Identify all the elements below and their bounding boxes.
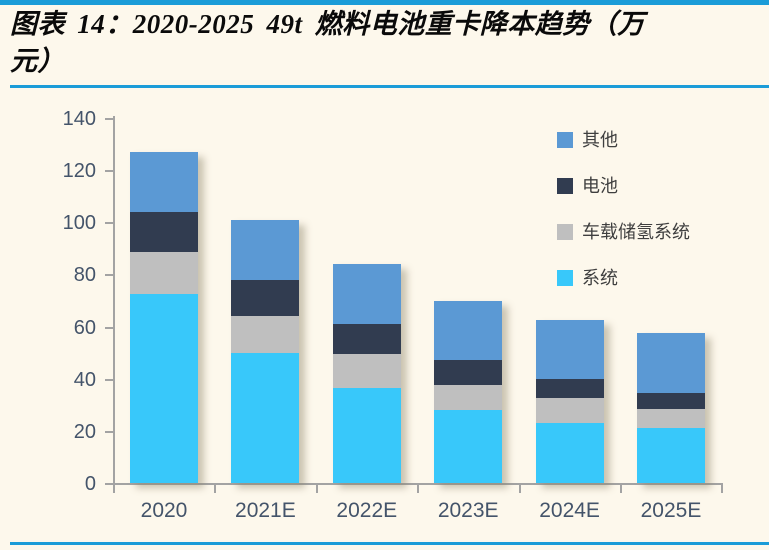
title-divider-line [10,85,769,88]
bar-segment [637,393,705,409]
legend-label: 电池 [582,176,618,196]
bar-segment [231,316,300,353]
bar-segment [535,398,604,424]
bar-segment [332,387,401,483]
y-tick-label: 80 [73,264,96,287]
y-tick-label: 60 [73,316,96,339]
x-tick-mark [721,485,724,493]
bar-segment [130,211,198,253]
legend-label: 系统 [582,268,618,288]
bar-segment [535,423,604,483]
x-axis-label: 2021E [235,499,296,522]
x-tick-mark [214,485,217,493]
y-tick-mark [105,222,113,225]
y-tick-label: 100 [62,212,96,235]
x-axis-label: 2022E [336,499,398,522]
y-tick-mark [105,170,113,173]
x-axis-label: 2024E [539,499,600,522]
chart-legend: 其他电池车载储氢系统 系统 [557,129,690,313]
legend-item: 电池 [557,175,690,197]
figure-title-line1: 图表 14：2020-2025 49t 燃料电池重卡降本趋势（万 [10,9,645,39]
bar-segment [637,408,705,429]
bar-2023E [434,300,503,483]
x-axis-label: 2023E [437,499,499,522]
y-tick-mark [105,274,113,277]
legend-item: 系统 [557,267,690,289]
bar-segment [130,293,198,483]
bottom-border-line [10,542,769,545]
x-axis-label: 2025E [640,499,702,522]
bar-segment [637,428,705,483]
x-tick-mark [113,485,115,493]
legend-label: 车载储氢系统 [582,222,690,242]
y-tick-mark [105,430,113,433]
legend-item: 车载储氢系统 [557,221,690,243]
bar-2021E [231,219,300,483]
bar-segment [535,378,604,399]
x-axis-line [113,483,724,485]
y-tick-label: 0 [84,473,96,495]
bar-segment [231,219,300,280]
bar-segment [130,252,198,294]
x-tick-mark [518,485,521,493]
x-tick-mark [620,485,622,493]
bar-segment [332,264,401,324]
bar-segment [434,410,503,483]
bar-segment [332,353,401,388]
y-tick-mark [105,118,113,120]
x-tick-mark [417,485,420,493]
legend-swatch-icon [557,132,573,148]
bar-segment [535,320,604,379]
y-axis-line [113,116,115,485]
y-tick-mark [105,326,113,329]
legend-item: 其他 [557,129,690,151]
figure-title-line2: 元） [10,46,65,76]
bar-segment [434,300,503,361]
legend-swatch-icon [557,178,573,194]
bar-2025E [637,333,705,483]
x-tick-mark [315,485,318,493]
bar-segment [130,151,198,212]
y-tick-mark [105,378,113,381]
y-tick-label: 140 [62,108,96,130]
top-border-line [0,0,769,5]
figure-title: 图表 14：2020-2025 49t 燃料电池重卡降本趋势（万 元） [10,6,761,80]
legend-label: 其他 [582,130,618,150]
bar-2020 [130,151,198,483]
y-tick-label: 40 [73,368,96,391]
bar-2022E [332,264,401,483]
bar-segment [637,333,705,394]
y-tick-label: 20 [73,420,96,443]
y-tick-mark [105,483,113,485]
bar-segment [231,279,300,317]
bar-2024E [535,320,604,483]
legend-swatch-icon [557,270,573,286]
bar-segment [434,360,503,386]
x-axis-label: 2020 [140,499,188,522]
bar-segment [231,352,300,483]
bar-segment [434,385,503,410]
y-tick-label: 120 [62,160,96,183]
legend-swatch-icon [557,224,573,240]
bar-segment [332,323,401,354]
